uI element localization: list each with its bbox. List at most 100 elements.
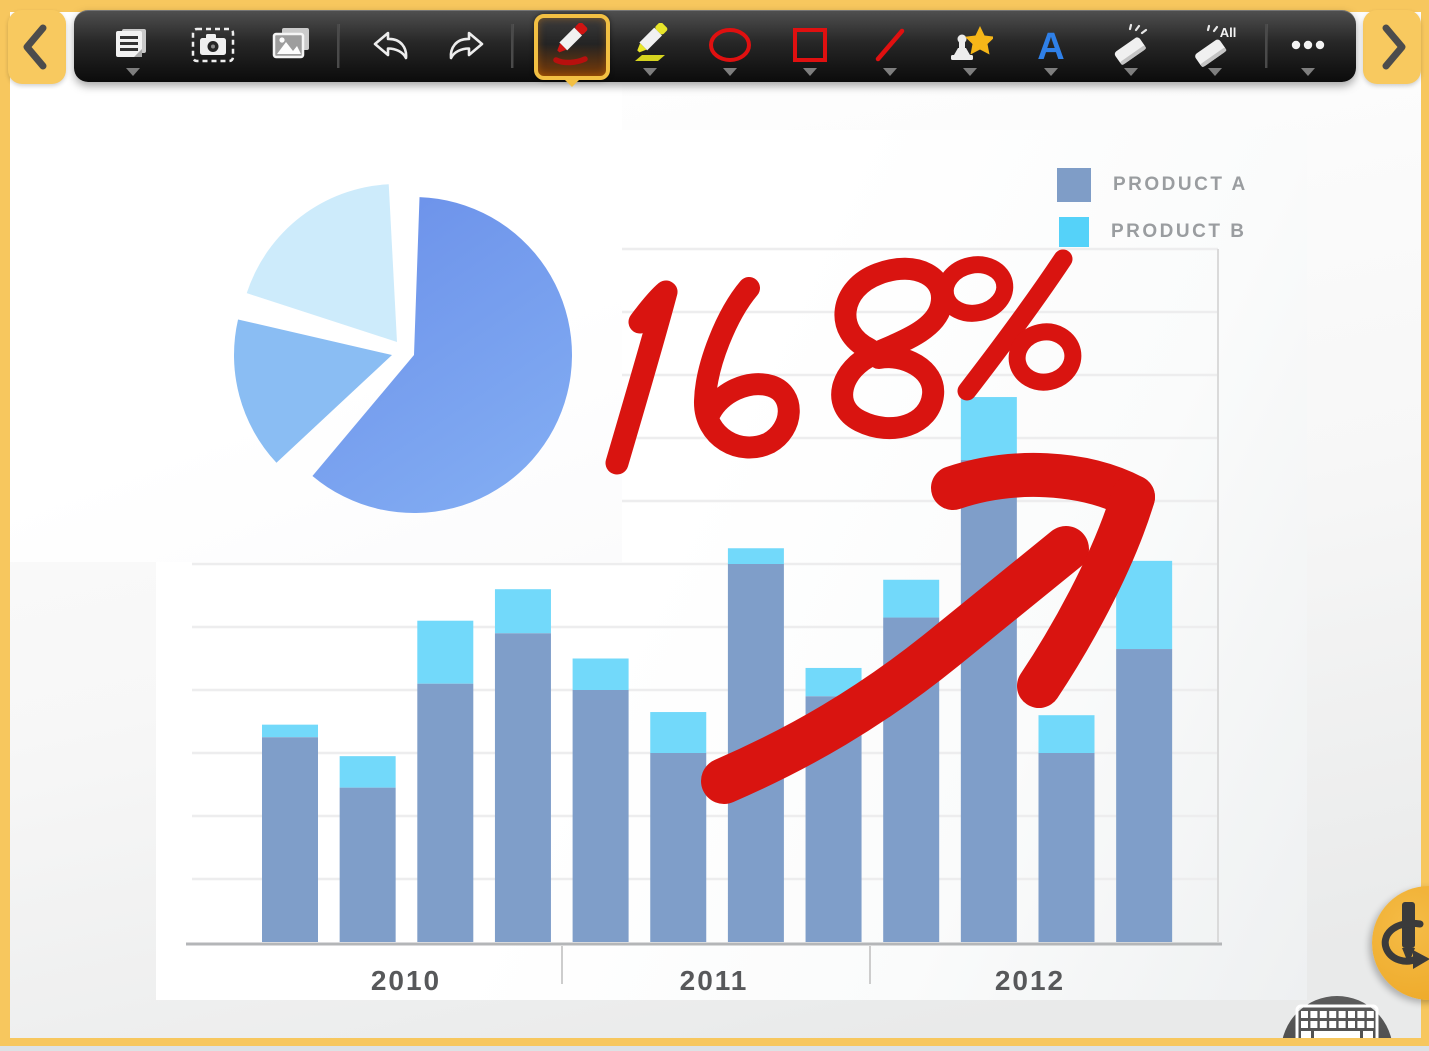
redo-icon: [449, 31, 484, 60]
eraser-tool-button[interactable]: [1097, 16, 1165, 76]
pen-flip-icon: [1381, 902, 1429, 969]
bar-segment-product-b: [572, 658, 629, 690]
frame-top: [0, 0, 1429, 12]
line-tool-button[interactable]: [856, 16, 924, 76]
erase-all-button[interactable]: All: [1181, 16, 1249, 76]
bar-segment-product-b: [1116, 560, 1173, 650]
pen-icon: [553, 23, 588, 66]
frame-right: [1421, 0, 1429, 1051]
rectangle-icon: [793, 28, 827, 62]
erase-all-icon: All: [1195, 24, 1237, 67]
main-toolbar: A: [74, 10, 1356, 87]
ellipse-tool-button[interactable]: [696, 16, 764, 76]
bar-segment-product-a: [960, 460, 1017, 942]
frame-left: [0, 0, 10, 1051]
bar-segment-product-a: [494, 633, 551, 942]
bar-segment-product-a: [339, 787, 396, 942]
undo-button[interactable]: [357, 16, 425, 74]
dropdown-arrow-icon: [1124, 68, 1138, 76]
bar-segment-product-a: [650, 753, 707, 942]
svg-text:A: A: [1037, 26, 1064, 67]
dropdown-arrow-icon: [963, 68, 977, 76]
bar-segment-product-b: [262, 724, 318, 738]
dropdown-arrow-icon: [723, 68, 737, 76]
bar-segment-product-b: [339, 756, 396, 788]
text-icon: A: [1037, 26, 1064, 67]
bar-segment-product-a: [1038, 753, 1095, 942]
slides-icon: [116, 29, 146, 57]
stamp-tool-button[interactable]: [936, 16, 1004, 76]
pie-chart-image: [10, 84, 622, 562]
photos-icon: [272, 28, 309, 59]
ellipse-icon: [709, 28, 751, 62]
line-icon: [875, 28, 905, 62]
bar-segment-product-a: [572, 690, 629, 942]
dropdown-arrow-icon: [1208, 68, 1222, 76]
bar-segment-product-a: [1116, 649, 1173, 942]
chevron-left-icon: [23, 24, 47, 70]
dropdown-arrow-icon: [803, 68, 817, 76]
bar-segment-product-a: [883, 617, 940, 942]
dropdown-arrow-icon: [1301, 68, 1315, 76]
dropdown-arrow-icon: [1044, 68, 1058, 76]
dropdown-arrow-icon: [126, 68, 140, 76]
bar-segment-product-a: [805, 696, 862, 942]
pie-slice: [312, 197, 573, 513]
stamp-star-icon: [951, 26, 993, 60]
redo-button[interactable]: [432, 16, 500, 74]
x-axis-label: 2011: [680, 965, 749, 996]
bar-segment-product-b: [883, 579, 940, 618]
undo-icon: [373, 31, 408, 60]
bar-segment-product-b: [1038, 715, 1095, 753]
legend-swatch-b: [1059, 216, 1089, 247]
pen-tool-button[interactable]: [536, 16, 604, 74]
legend-item-product-b: PRODUCT B: [1057, 208, 1248, 255]
drawing-canvas[interactable]: 2010 2011 2012 PRODUCT A PRODUCT B: [10, 12, 1421, 1038]
bar-segment-product-b: [805, 667, 862, 697]
x-axis-label: 2012: [995, 965, 1065, 996]
bar-segment-product-a: [417, 683, 474, 942]
bar-segment-product-b: [494, 589, 551, 634]
bar-segment-product-b: [960, 397, 1017, 461]
text-tool-button[interactable]: A: [1017, 16, 1085, 76]
selected-tool-notch: [563, 78, 581, 87]
bar-segment-product-b: [650, 712, 707, 753]
more-dots-icon: [1291, 40, 1325, 50]
bar-segment-product-b: [417, 620, 474, 684]
pie-slice: [246, 184, 397, 342]
toolbar-divider: [511, 24, 513, 68]
legend-item-product-a: PRODUCT A: [1057, 161, 1248, 208]
chevron-right-icon: [1382, 24, 1406, 70]
highlighter-icon: [635, 23, 668, 61]
chart-legend: PRODUCT A PRODUCT B: [1057, 161, 1248, 255]
pie-slice: [234, 319, 392, 463]
camera-icon: [191, 27, 235, 63]
legend-label-b: PRODUCT B: [1111, 220, 1247, 242]
photos-button[interactable]: [258, 16, 326, 74]
dropdown-arrow-icon: [643, 68, 657, 76]
svg-text:All: All: [1220, 25, 1237, 40]
bar-segment-product-a: [262, 737, 318, 942]
next-page-button[interactable]: [1363, 10, 1421, 84]
pie-chart-svg: [234, 184, 573, 513]
dropdown-arrow-icon: [883, 68, 897, 76]
toolbar-divider: [337, 24, 339, 68]
eraser-icon: [1114, 23, 1148, 65]
bar-segment-product-a: [727, 564, 784, 942]
frame-bottom: [0, 1038, 1429, 1046]
highlighter-tool-button[interactable]: [616, 16, 684, 76]
legend-label-a: PRODUCT A: [1113, 173, 1248, 195]
screenshot-button[interactable]: [179, 16, 247, 74]
toolbar-divider: [1265, 24, 1267, 68]
bar-segment-product-b: [727, 548, 784, 564]
pen-flip-control[interactable]: [1372, 886, 1429, 1000]
selected-tool-highlight: [534, 14, 610, 80]
slides-button[interactable]: [99, 16, 167, 76]
screen-edge-strip: [0, 1046, 1429, 1051]
legend-swatch-a: [1057, 167, 1091, 202]
more-tools-button[interactable]: [1274, 16, 1342, 76]
prev-page-button[interactable]: [8, 10, 66, 84]
x-axis-label: 2010: [371, 965, 441, 996]
rectangle-tool-button[interactable]: [776, 16, 844, 76]
